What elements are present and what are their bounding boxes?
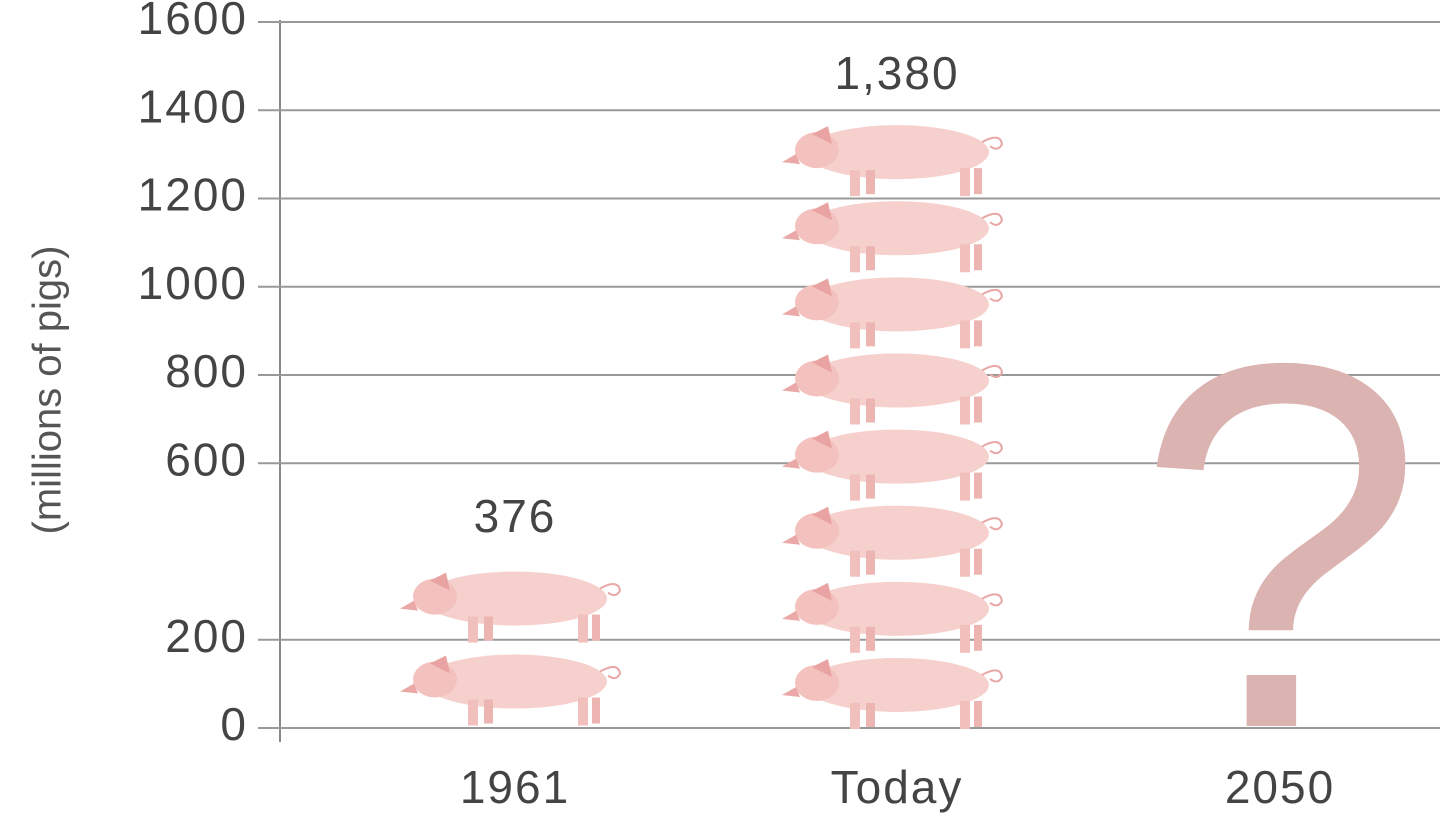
- y-tick-label: 1200: [138, 169, 248, 221]
- pig-icon: [781, 428, 1003, 502]
- pig-stack: [781, 124, 1003, 730]
- pig-icon: [781, 580, 1003, 654]
- pig-icon: [781, 200, 1003, 274]
- y-tick-label: 1000: [138, 257, 248, 309]
- x-tick-label: Today: [831, 761, 964, 813]
- pig-icon: [781, 352, 1003, 426]
- value-label: 1,380: [834, 47, 959, 99]
- pig-icon: [781, 124, 1003, 198]
- y-tick-label: 0: [220, 698, 248, 750]
- y-axis-label: (millions of pigs): [26, 246, 70, 535]
- pig-stack: [399, 570, 621, 727]
- y-tick-label: 600: [165, 433, 248, 485]
- pig-icon: [399, 653, 621, 727]
- annotation: ?: [1135, 256, 1424, 815]
- y-tick-label: 200: [165, 610, 248, 662]
- y-tick-label: 1600: [138, 0, 248, 44]
- pig-icon: [399, 570, 621, 644]
- y-tick-label: 800: [165, 345, 248, 397]
- pig-icon: [781, 656, 1003, 730]
- x-tick-label: 2050: [1225, 761, 1335, 813]
- y-tick-label: 1400: [138, 80, 248, 132]
- pig-icon: [781, 504, 1003, 578]
- value-label: 376: [474, 490, 557, 542]
- x-tick-label: 1961: [460, 761, 570, 813]
- pig-icon: [781, 276, 1003, 350]
